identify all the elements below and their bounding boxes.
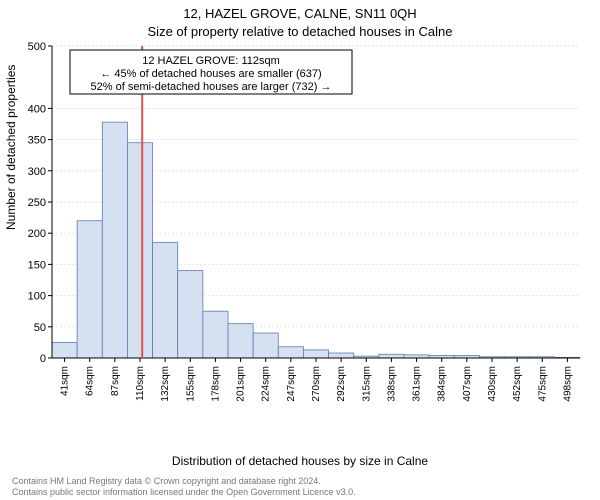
svg-text:224sqm: 224sqm [261, 366, 272, 402]
svg-text:270sqm: 270sqm [311, 366, 322, 402]
chart-title-main: 12, HAZEL GROVE, CALNE, SN11 0QH [0, 6, 600, 21]
svg-text:315sqm: 315sqm [361, 366, 372, 402]
svg-text:201sqm: 201sqm [236, 366, 247, 402]
svg-text:407sqm: 407sqm [462, 366, 473, 402]
svg-text:0: 0 [40, 353, 46, 365]
svg-text:110sqm: 110sqm [135, 366, 146, 401]
histogram-bar [102, 122, 127, 358]
svg-text:247sqm: 247sqm [286, 366, 297, 402]
svg-text:64sqm: 64sqm [85, 366, 96, 396]
svg-text:475sqm: 475sqm [537, 366, 548, 402]
histogram-bar [52, 342, 77, 358]
histogram-bar [178, 271, 203, 358]
histogram-bar [127, 143, 152, 358]
svg-text:400: 400 [28, 103, 46, 115]
histogram-bar [379, 354, 404, 358]
chart-svg: 05010015020025030035040050041sqm64sqm87s… [52, 42, 582, 410]
svg-text:292sqm: 292sqm [336, 366, 347, 402]
svg-text:338sqm: 338sqm [386, 366, 397, 402]
histogram-bar [153, 243, 178, 358]
svg-text:300: 300 [28, 166, 46, 178]
svg-text:430sqm: 430sqm [487, 366, 498, 402]
svg-text:350: 350 [28, 135, 46, 147]
svg-text:250: 250 [28, 197, 46, 209]
svg-text:150: 150 [28, 259, 46, 271]
svg-text:87sqm: 87sqm [110, 366, 121, 396]
svg-text:50: 50 [34, 322, 46, 334]
svg-text:361sqm: 361sqm [412, 366, 423, 402]
svg-text:500: 500 [28, 41, 46, 53]
svg-text:132sqm: 132sqm [160, 366, 171, 402]
histogram-bar [77, 221, 102, 358]
chart-container: 12, HAZEL GROVE, CALNE, SN11 0QH Size of… [0, 0, 600, 500]
svg-text:155sqm: 155sqm [185, 366, 196, 402]
y-axis-label: Number of detached properties [4, 65, 18, 230]
histogram-bar [228, 324, 253, 358]
annotation-line-2: ← 45% of detached houses are smaller (63… [100, 68, 321, 80]
annotation-line-1: 12 HAZEL GROVE: 112sqm [142, 55, 280, 67]
chart-title-sub: Size of property relative to detached ho… [0, 24, 600, 39]
annotation-line-3: 52% of semi-detached houses are larger (… [91, 81, 332, 93]
histogram-bar [278, 347, 303, 358]
footer-copyright: Contains HM Land Registry data © Crown c… [12, 476, 588, 498]
svg-text:100: 100 [28, 291, 46, 303]
plot-area: 05010015020025030035040050041sqm64sqm87s… [52, 42, 582, 410]
svg-text:452sqm: 452sqm [512, 366, 523, 402]
histogram-bar [303, 350, 328, 358]
histogram-bar [203, 311, 228, 358]
svg-text:178sqm: 178sqm [210, 366, 221, 402]
footer-line-1: Contains HM Land Registry data © Crown c… [12, 476, 588, 487]
histogram-bar [253, 333, 278, 358]
histogram-bar [329, 353, 354, 358]
svg-text:384sqm: 384sqm [437, 366, 448, 402]
svg-text:200: 200 [28, 228, 46, 240]
footer-line-2: Contains public sector information licen… [12, 487, 588, 498]
svg-text:498sqm: 498sqm [562, 366, 573, 402]
x-axis-label: Distribution of detached houses by size … [0, 454, 600, 468]
svg-text:41sqm: 41sqm [60, 366, 71, 396]
